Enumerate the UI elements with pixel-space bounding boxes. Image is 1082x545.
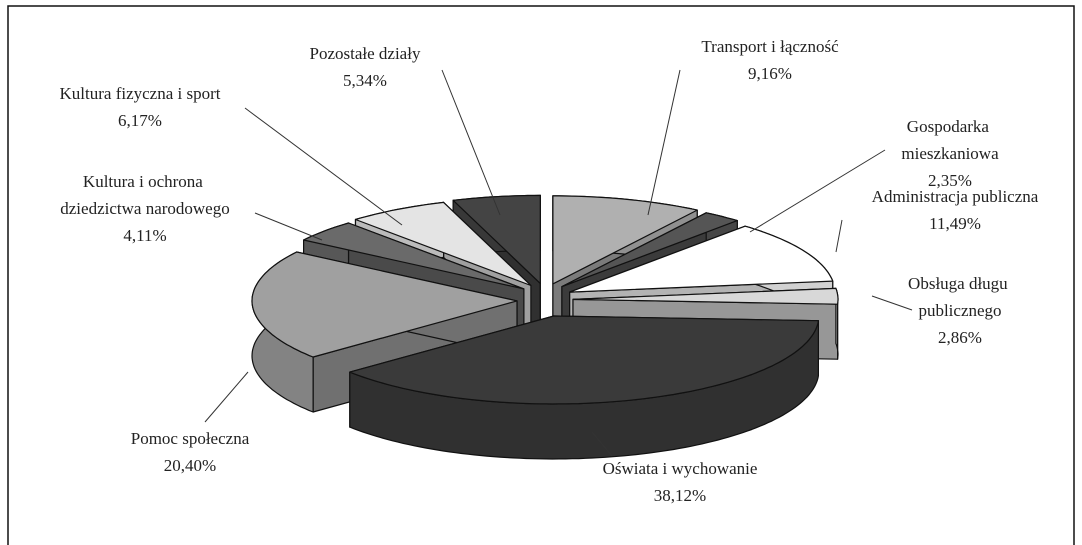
slice-label: Pozostałe działy [310,44,421,63]
leader-line [647,69,681,216]
frame [7,5,1075,545]
slice [349,315,820,460]
slice-top [572,287,839,305]
label-line: Administracja publiczna [872,187,1039,206]
leader-line [244,107,403,226]
slice-label: Kultura fizyczna i sport [60,84,221,103]
slice-top [251,251,518,358]
leader-line [441,69,501,216]
slice-top [303,222,525,290]
label-line: dziedzictwa narodowego [60,199,229,218]
value-label: 20,40% [164,456,216,475]
label-line: Gospodarka [907,117,993,136]
slice-top [552,195,698,285]
slice-label: Gospodarka mieszkaniowa [901,117,999,163]
label-line: Pomoc społeczna [131,429,250,448]
value-label: 9,16% [748,64,792,83]
slice-label: Oświata i wychowanie [603,459,758,478]
slice-label: Obsługa długu publicznego [908,274,1012,320]
leader-line [204,371,249,423]
leader-line [254,212,323,241]
label-line: Kultura fizyczna i sport [60,84,221,103]
leader-line [871,295,913,311]
slice-label: Transport i łączność [701,37,839,56]
value-label: 38,12% [654,486,706,505]
slice-label: Kultura i ochrona dziedzictwa narodowego [60,172,229,218]
value-label: 11,49% [929,214,981,233]
value-label: 2,86% [938,328,982,347]
leader-line [591,431,613,457]
label-line: Oświata i wychowanie [603,459,758,478]
leader-line [749,149,886,233]
label-line: Transport i łączność [701,37,839,56]
slice-label: Administracja publiczna [872,187,1039,206]
label-line: Kultura i ochrona [83,172,207,191]
label-line: Pozostałe działy [310,44,421,63]
slice-label: Pomoc społeczna [131,429,250,448]
slice-top [349,315,820,405]
label-line: mieszkaniowa [901,144,999,163]
label-line: Obsługa długu [908,274,1012,293]
value-label: 2,35% [928,171,972,190]
value-label: 4,11% [123,226,166,245]
leader-line [835,219,843,253]
label-line: publicznego [918,301,1001,320]
value-label: 5,34% [343,71,387,90]
value-label: 6,17% [118,111,162,130]
slice-top [452,194,541,284]
slice-top [561,212,738,288]
slice-top [569,225,834,293]
